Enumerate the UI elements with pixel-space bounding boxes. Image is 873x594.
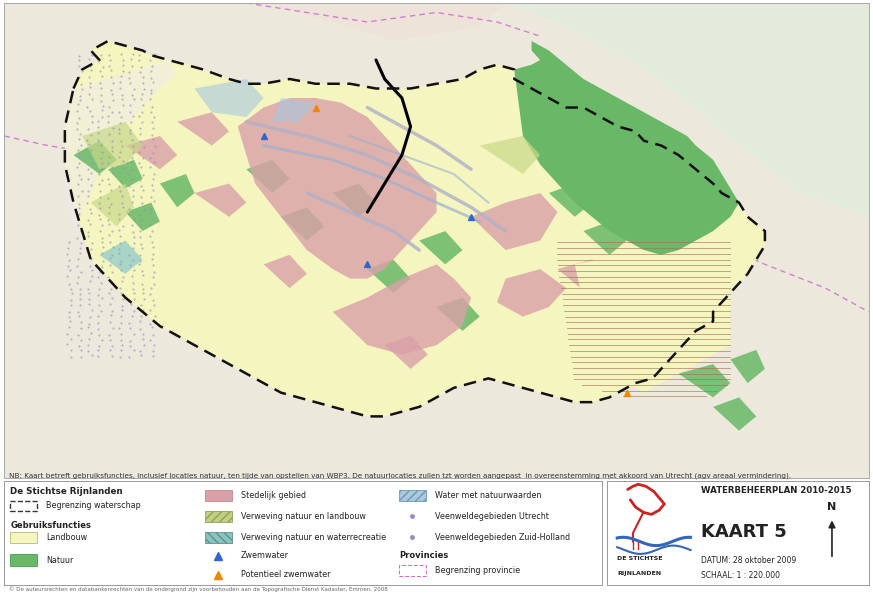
Text: N: N — [828, 503, 836, 512]
Text: De Stichtse Rijnlanden: De Stichtse Rijnlanden — [10, 487, 123, 497]
FancyBboxPatch shape — [399, 490, 426, 501]
Text: Potentieel zwemwater: Potentieel zwemwater — [241, 570, 330, 579]
Polygon shape — [505, 3, 869, 217]
Text: NB: Kaart betreft gebruiksfuncties, inclusief locaties natuur, ten tijde van ops: NB: Kaart betreft gebruiksfuncties, incl… — [9, 473, 791, 479]
Text: Zwemwater: Zwemwater — [241, 551, 289, 561]
FancyBboxPatch shape — [204, 511, 231, 522]
Text: Verweving natuur en landbouw: Verweving natuur en landbouw — [241, 512, 366, 521]
Polygon shape — [264, 255, 307, 288]
Polygon shape — [177, 112, 229, 146]
Text: Veenweldegebieden Utrecht: Veenweldegebieden Utrecht — [435, 512, 549, 521]
Text: Begrenzing waterschap: Begrenzing waterschap — [46, 501, 141, 510]
Polygon shape — [264, 3, 505, 41]
Text: Verweving natuur en waterrecreatie: Verweving natuur en waterrecreatie — [241, 533, 386, 542]
Text: Stedelijk gebied: Stedelijk gebied — [241, 491, 306, 500]
Text: Veenweldegebieden Zuid-Holland: Veenweldegebieden Zuid-Holland — [435, 533, 570, 542]
Polygon shape — [65, 60, 177, 231]
Polygon shape — [419, 231, 463, 264]
Polygon shape — [731, 350, 765, 383]
FancyBboxPatch shape — [10, 532, 38, 543]
Polygon shape — [333, 264, 471, 355]
Polygon shape — [385, 336, 428, 369]
FancyBboxPatch shape — [204, 490, 231, 501]
Polygon shape — [237, 98, 436, 279]
Polygon shape — [100, 241, 142, 274]
Text: SCHAAL: 1 : 220.000: SCHAAL: 1 : 220.000 — [701, 570, 780, 580]
Polygon shape — [678, 364, 731, 397]
Text: WATERBEHEERPLAN 2010-2015: WATERBEHEERPLAN 2010-2015 — [701, 486, 851, 495]
Text: Provincies: Provincies — [399, 551, 449, 560]
Polygon shape — [246, 160, 290, 193]
Polygon shape — [281, 207, 324, 241]
Text: Water met natuurwaarden: Water met natuurwaarden — [435, 491, 541, 500]
Polygon shape — [558, 260, 609, 298]
Text: © De auteursrechten en databankenrechten van de ondergrond zijn voorbehouden aan: © De auteursrechten en databankenrechten… — [9, 587, 388, 592]
Polygon shape — [514, 41, 739, 255]
Text: RIJNLANDEN: RIJNLANDEN — [617, 570, 662, 576]
Polygon shape — [73, 141, 117, 174]
Polygon shape — [195, 79, 264, 117]
Polygon shape — [574, 250, 731, 393]
Polygon shape — [333, 184, 376, 217]
Polygon shape — [436, 298, 480, 331]
Polygon shape — [108, 160, 142, 188]
Text: KAART 5: KAART 5 — [701, 523, 787, 541]
Polygon shape — [368, 260, 410, 293]
Polygon shape — [713, 397, 756, 431]
Polygon shape — [126, 203, 160, 231]
Text: DATUM: 28 oktober 2009: DATUM: 28 oktober 2009 — [701, 556, 796, 565]
Polygon shape — [549, 184, 592, 217]
Text: Gebruiksfuncties: Gebruiksfuncties — [10, 520, 91, 530]
Polygon shape — [91, 184, 134, 226]
Polygon shape — [471, 193, 558, 250]
Polygon shape — [583, 222, 627, 255]
FancyBboxPatch shape — [204, 532, 231, 543]
Polygon shape — [126, 136, 177, 169]
Polygon shape — [65, 41, 765, 416]
Polygon shape — [195, 184, 246, 217]
Text: Natuur: Natuur — [46, 555, 73, 565]
Polygon shape — [272, 98, 315, 122]
Text: Landbouw: Landbouw — [46, 533, 87, 542]
Text: DE STICHTSE: DE STICHTSE — [617, 556, 663, 561]
Polygon shape — [82, 122, 142, 169]
FancyBboxPatch shape — [10, 554, 38, 566]
Text: Begrenzing provincie: Begrenzing provincie — [435, 566, 520, 575]
Polygon shape — [497, 269, 566, 317]
Polygon shape — [160, 174, 195, 207]
Polygon shape — [480, 136, 540, 174]
